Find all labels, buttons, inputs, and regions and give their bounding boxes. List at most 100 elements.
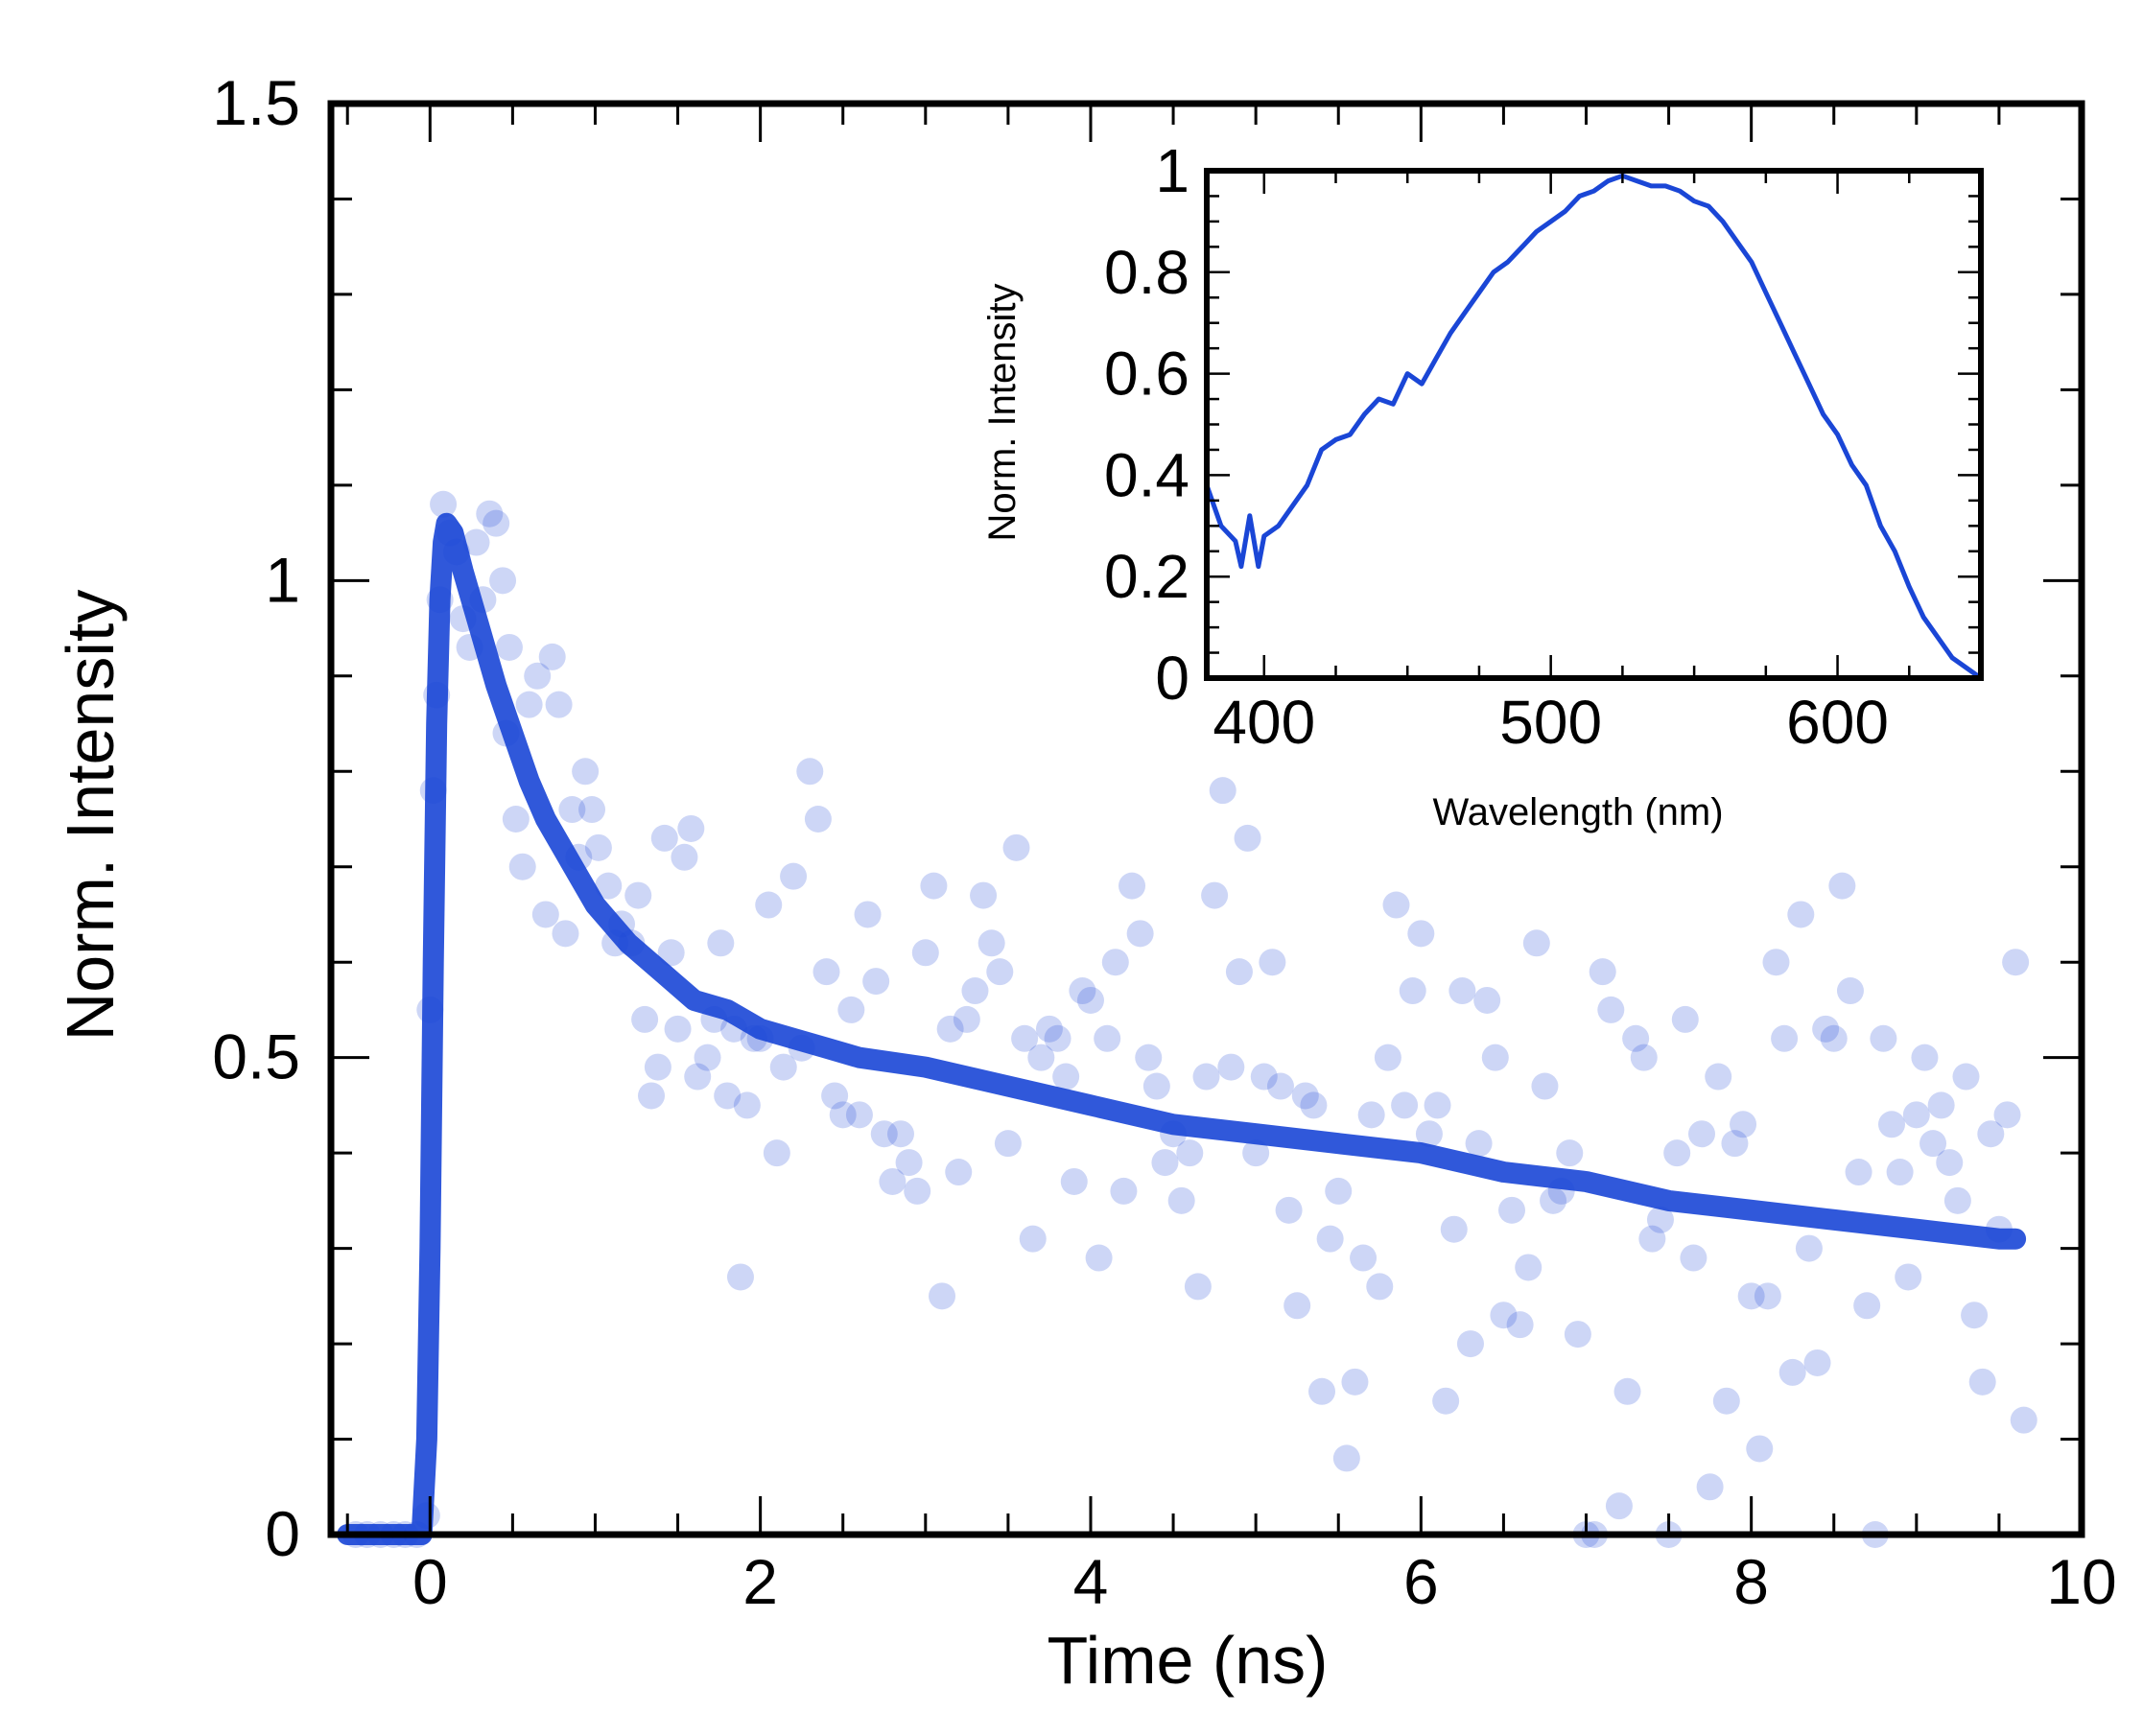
main-scatter-point: [1035, 1015, 1063, 1043]
main-scatter-point: [1506, 1311, 1534, 1339]
main-scatter-point: [1209, 777, 1236, 805]
main-x-axis-label: Time (ns): [1048, 1623, 1329, 1698]
main-scatter-point: [1350, 1244, 1378, 1272]
main-x-tick-label: 2: [742, 1546, 778, 1617]
main-scatter-point: [2002, 949, 2030, 976]
main-scatter-point: [1671, 1005, 1699, 1033]
main-scatter-point: [1977, 1120, 2005, 1148]
main-scatter-point: [1927, 1091, 1955, 1119]
main-scatter-point: [1705, 1063, 1732, 1091]
main-scatter-point: [1836, 977, 1864, 1005]
main-x-tick-label: 8: [1733, 1546, 1769, 1617]
main-scatter-point: [1399, 977, 1426, 1005]
main-scatter-point: [812, 958, 840, 986]
main-scatter-point: [945, 1159, 973, 1186]
main-scatter-point: [920, 872, 948, 900]
main-scatter-point: [837, 996, 865, 1023]
main-scatter-point: [1845, 1159, 1872, 1186]
main-scatter-point: [804, 806, 832, 833]
main-scatter-point: [1002, 833, 1030, 861]
main-scatter-point: [936, 1015, 964, 1043]
main-scatter-point: [558, 796, 586, 824]
main-scatter-point: [929, 1282, 956, 1310]
main-scatter-point: [538, 643, 566, 670]
main-scatter-point: [1787, 901, 1815, 928]
main-scatter-point: [1803, 1349, 1831, 1376]
inset-y-tick-label: 0.6: [1104, 340, 1189, 409]
main-fit-line: [337, 512, 2027, 1545]
main-scatter-point: [1027, 1044, 1055, 1071]
main-scatter-point: [1952, 1063, 1980, 1091]
main-scatter-point: [1275, 1196, 1303, 1224]
main-y-axis-label: Norm. Intensity: [53, 590, 128, 1042]
main-scatter-point: [644, 1053, 671, 1081]
main-scatter-point: [1266, 1072, 1294, 1100]
main-scatter-point: [755, 891, 783, 919]
main-scatter-point: [430, 490, 458, 518]
main-scatter-point: [1341, 1368, 1369, 1396]
main-scatter-point: [870, 1120, 898, 1148]
main-scatter-point: [1110, 1177, 1138, 1205]
inset-y-tick-label: 1: [1155, 136, 1189, 205]
main-scatter-point: [953, 1005, 980, 1033]
main-scatter-point: [578, 796, 606, 824]
main-scatter-point: [1225, 958, 1253, 986]
main-scatter-point: [1688, 1120, 1716, 1148]
main-scatter-point: [977, 929, 1005, 957]
main-scatter-point: [483, 509, 510, 537]
main-scatter-point: [1424, 1091, 1451, 1119]
main-scatter-point: [1060, 1167, 1088, 1195]
main-scatter-point: [911, 939, 939, 967]
main-scatter-point: [462, 528, 490, 556]
main-scatter-point: [796, 758, 824, 786]
inset-background: [1207, 171, 1981, 678]
inset-y-axis-label: Norm. Intensity: [981, 284, 1024, 542]
main-scatter-point: [1680, 1244, 1707, 1272]
main-scatter-point: [1094, 1024, 1121, 1052]
inset-y-tick-label: 0.4: [1104, 440, 1189, 509]
main-scatter-point: [1465, 1130, 1493, 1158]
inset-x-tick-label: 500: [1499, 688, 1602, 757]
main-scatter-point: [1473, 986, 1501, 1014]
main-scatter-point: [763, 1139, 790, 1167]
main-scatter-point: [1820, 1024, 1848, 1052]
main-scatter-point: [1721, 1130, 1749, 1158]
main-scatter-point: [677, 814, 705, 842]
main-scatter-point: [1044, 1024, 1072, 1052]
inset-plot-axes: 400 500 600 0 0.2 0.4 0.6 0.8 1: [1104, 136, 1984, 757]
main-scatter-point: [1902, 1101, 1930, 1129]
main-scatter-point: [1259, 949, 1286, 976]
main-scatter-point: [1432, 1387, 1460, 1415]
main-scatter-point: [1234, 824, 1261, 852]
main-scatter-point: [476, 500, 504, 528]
main-scatter-point: [1283, 1292, 1311, 1320]
main-scatter-point: [1828, 872, 1856, 900]
main-y-tick-label: 0.5: [212, 1021, 300, 1092]
inset-x-tick-label: 600: [1786, 688, 1889, 757]
main-scatter-point: [1730, 1111, 1757, 1138]
main-scatter-point: [1531, 1072, 1559, 1100]
main-scatter-point: [1564, 1321, 1591, 1349]
main-scatter-point: [1919, 1130, 1947, 1158]
main-scatter-point: [1646, 1206, 1674, 1233]
main-scatter-point: [545, 691, 573, 718]
main-x-tick-label: 10: [2046, 1546, 2116, 1617]
main-x-tick-label: 0: [412, 1546, 448, 1617]
main-scatter-point: [821, 1082, 849, 1110]
main-scatter-point: [1490, 1302, 1518, 1329]
main-scatter-point: [1325, 1177, 1353, 1205]
main-scatter-point: [1737, 1282, 1765, 1310]
main-scatter-point: [1101, 949, 1129, 976]
main-scatter-point: [552, 920, 579, 948]
main-scatter-point: [1440, 1215, 1468, 1243]
main-scatter-point: [1936, 1149, 1964, 1177]
main-scatter-point: [1332, 1444, 1360, 1472]
main-scatter-point: [508, 853, 536, 880]
main-scatter-point: [986, 958, 1014, 986]
main-scatter-point: [1366, 1273, 1394, 1301]
main-scatter-point: [1771, 1024, 1799, 1052]
main-scatter-point: [1448, 977, 1476, 1005]
main-scatter-point: [664, 1015, 692, 1043]
main-scatter-point: [1357, 1101, 1385, 1129]
main-scatter-point: [1291, 1082, 1319, 1110]
